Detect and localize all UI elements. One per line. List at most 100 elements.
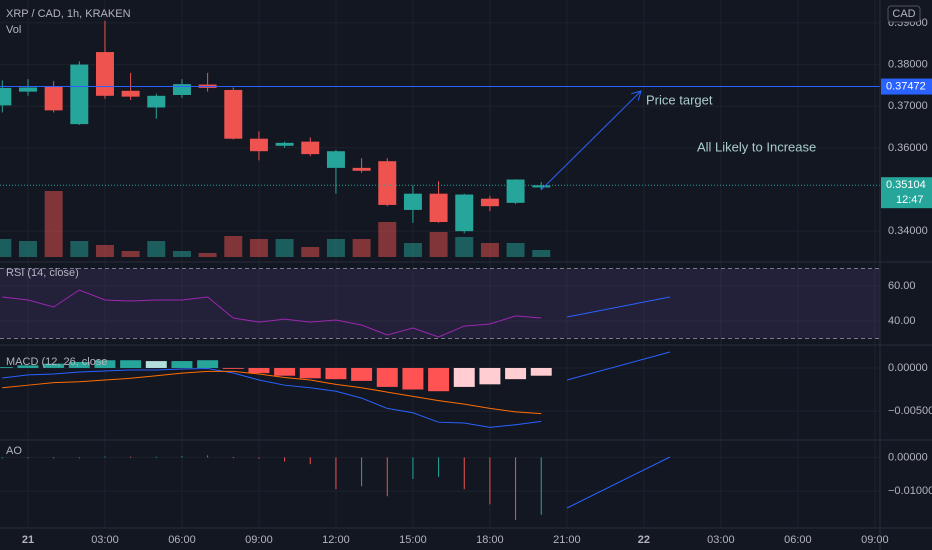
volume-bar	[403, 243, 422, 257]
trend-arrow	[540, 91, 641, 191]
macd-histogram-bar	[325, 367, 347, 380]
macd-histogram-bar	[145, 361, 167, 368]
volume-bar	[95, 245, 114, 257]
volume-bar	[70, 241, 89, 257]
volume-bar	[301, 247, 320, 257]
macd-histogram-bar	[274, 367, 296, 376]
candle-body	[429, 193, 448, 223]
volume-bar	[480, 243, 499, 257]
y-tick-label: 0.37000	[888, 100, 928, 112]
x-tick-label: 09:00	[861, 534, 889, 546]
candle-body	[224, 89, 243, 139]
ao-bar	[130, 456, 132, 458]
candle-body	[121, 90, 140, 97]
target-price-label: 0.37472	[886, 80, 926, 92]
ao-bar	[412, 457, 414, 480]
macd-title: MACD (12, 26, close	[6, 356, 107, 368]
annotation: Price target	[646, 92, 713, 107]
candle-body	[506, 179, 525, 203]
volume-bar	[44, 191, 63, 257]
ao-bar	[1, 457, 3, 459]
ao-bar	[335, 457, 337, 490]
ao-bar	[258, 457, 260, 459]
candle-body	[480, 198, 499, 207]
y-tick-label: −0.00500	[888, 405, 932, 417]
countdown-label: 12:47	[896, 194, 924, 206]
macd-histogram-bar	[222, 367, 244, 369]
signal-line	[2, 370, 542, 415]
candle-body	[275, 142, 294, 146]
macd-histogram-bar	[43, 363, 65, 368]
ao-bar	[155, 456, 157, 458]
rsi-title: RSI (14, close)	[6, 267, 79, 279]
currency-label: CAD	[892, 8, 915, 20]
macd-histogram-bar	[530, 367, 552, 376]
candle-body	[378, 161, 397, 205]
macd-histogram-bar	[376, 367, 398, 387]
x-tick-label: 12:00	[322, 534, 350, 546]
macd-histogram-bar	[0, 367, 13, 368]
volume-label: Vol	[6, 24, 21, 36]
ao-bar	[284, 457, 286, 462]
y-tick-label: 0.00000	[888, 362, 928, 374]
ao-bar	[27, 457, 29, 459]
ao-bar	[361, 457, 363, 487]
trend-line	[566, 351, 671, 381]
volume-bar	[198, 253, 217, 257]
currency-box	[887, 5, 921, 23]
ao-bar	[232, 457, 234, 459]
volume-bar	[18, 241, 37, 257]
macd-histogram-bar	[479, 367, 501, 385]
macd-line	[2, 367, 542, 428]
macd-histogram-bar	[197, 360, 219, 368]
x-tick-label: 18:00	[476, 534, 504, 546]
macd-histogram-bar	[248, 367, 270, 374]
candle-body	[147, 95, 166, 108]
macd-histogram-bar	[505, 367, 527, 380]
candle-body	[95, 52, 114, 96]
grid	[0, 0, 880, 528]
x-tick-label: 03:00	[91, 534, 119, 546]
macd-histogram-bar	[171, 361, 193, 368]
y-tick-label: −0.01000	[888, 485, 932, 497]
ao-bar	[386, 457, 388, 497]
x-tick-label: 06:00	[784, 534, 812, 546]
trend-line	[566, 456, 671, 509]
target-price-box	[881, 78, 932, 95]
y-tick-label: 0.36000	[888, 142, 928, 154]
volume-bar	[275, 239, 294, 257]
ao-bar	[515, 457, 517, 520]
volume-bar	[224, 236, 243, 257]
macd-histogram-bar	[299, 367, 321, 379]
x-tick-label: 06:00	[168, 534, 196, 546]
y-tick-label: 0.38000	[888, 58, 928, 70]
x-tick-label: 21	[22, 534, 34, 546]
macd-histogram-bar	[120, 360, 142, 368]
macd-histogram-bar	[428, 367, 450, 392]
candle-body	[44, 86, 63, 111]
volume-bar	[506, 243, 525, 257]
x-tick-label: 09:00	[245, 534, 273, 546]
rsi-line	[2, 289, 542, 338]
x-tick-label: 15:00	[399, 534, 427, 546]
x-tick-label: 21:00	[553, 534, 581, 546]
volume-bar	[352, 239, 371, 257]
ao-bar	[438, 457, 440, 477]
candle-body	[70, 64, 89, 125]
volume-bar	[455, 237, 474, 257]
ao-bar	[489, 457, 491, 505]
last-price-box	[881, 177, 932, 209]
marks	[0, 20, 880, 520]
ao-bar	[181, 456, 183, 458]
volume-bar	[121, 251, 140, 257]
labels: XRP / CAD, 1h, KRAKEN Vol RSI (14, close…	[6, 8, 816, 457]
macd-histogram-bar	[453, 367, 475, 387]
macd-histogram-bar	[402, 367, 424, 390]
volume-bar	[532, 250, 551, 257]
ao-title: AO	[6, 445, 22, 457]
y-tick-label: 0.00000	[888, 451, 928, 463]
volume-bar	[378, 222, 397, 257]
ao-bar	[53, 457, 55, 459]
volume-bar	[172, 251, 191, 257]
